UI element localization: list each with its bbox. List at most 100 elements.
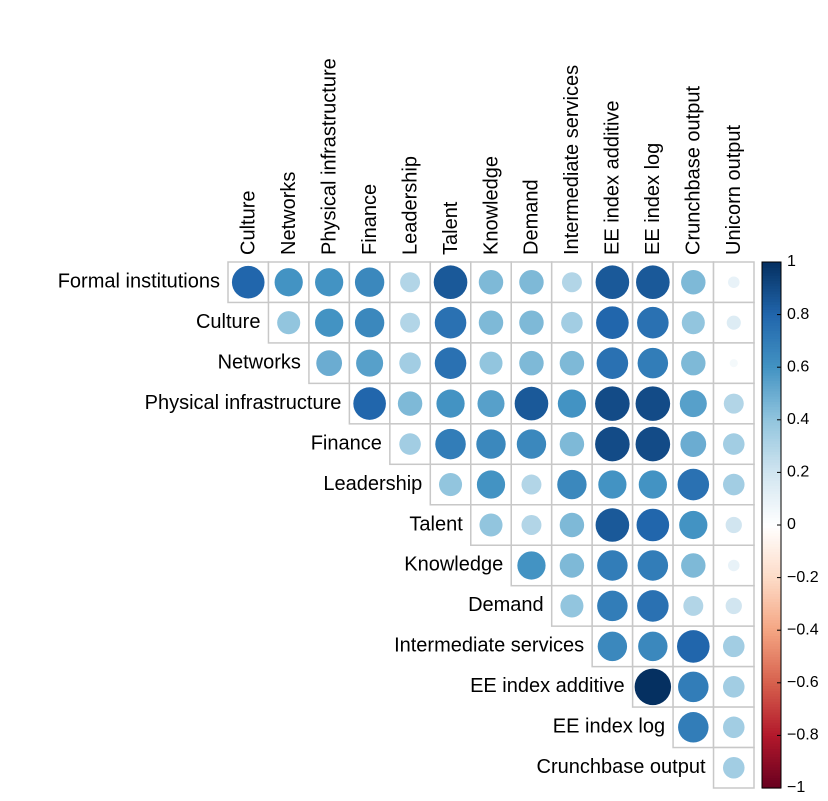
colorbar-segment [762, 669, 781, 673]
colorbar-segment [762, 693, 781, 697]
colorbar-segment [762, 293, 781, 297]
colorbar-segment [762, 585, 781, 589]
colorbar-segment [762, 451, 781, 455]
row-label: Culture [196, 311, 260, 333]
colorbar-segment [762, 661, 781, 665]
correlation-circle [725, 516, 742, 534]
colorbar-segment [762, 630, 781, 634]
colorbar-segment [762, 340, 781, 345]
correlation-circle [680, 431, 707, 457]
colorbar-segment [762, 348, 781, 353]
colorbar-segment [762, 346, 781, 350]
colorbar-segment [762, 267, 781, 271]
colorbar-segment [762, 414, 781, 418]
colorbar-segment [762, 785, 781, 789]
colorbar-segment [762, 532, 781, 537]
correlation-circle [637, 550, 669, 581]
colorbar-segment [762, 738, 781, 742]
colorbar-segment [762, 601, 781, 605]
correlation-circle [476, 429, 506, 459]
colorbar-segment [762, 672, 781, 676]
colorbar-segment [762, 503, 781, 508]
correlation-circle [557, 469, 587, 500]
correlation-circle [595, 265, 630, 300]
colorbar-segment [762, 393, 781, 397]
colorbar-segment [762, 438, 781, 442]
correlation-circle [521, 515, 542, 535]
colorbar-segment [762, 603, 781, 608]
colorbar-tick-label: −0.2 [787, 569, 819, 586]
colorbar-segment [762, 716, 781, 721]
colorbar-segment [762, 425, 781, 429]
correlation-circle [519, 270, 544, 295]
colorbar-segment [762, 690, 781, 694]
colorbar-segment [762, 482, 781, 487]
row-label: Networks [218, 351, 301, 373]
colorbar-segment [762, 572, 781, 576]
colorbar-segment [762, 517, 781, 521]
colorbar-segment [762, 419, 781, 424]
cell [510, 261, 553, 304]
colorbar-segment [762, 359, 781, 363]
row-label: Leadership [323, 473, 422, 495]
correlation-circle [722, 676, 745, 698]
colorbar-segment [762, 304, 781, 308]
colorbar-segment [762, 409, 781, 413]
colorbar-segment [762, 745, 781, 750]
colorbar-segment [762, 727, 781, 731]
colorbar-segment [762, 622, 781, 626]
colorbar-segment [762, 283, 781, 287]
colorbar-segment [762, 325, 781, 329]
correlation-circle [479, 513, 503, 537]
colorbar-tick-label: −1 [787, 779, 805, 796]
colorbar-segment [762, 498, 781, 502]
colorbar-segment [762, 614, 781, 618]
colorbar-segment [762, 330, 781, 334]
colorbar-segment [762, 688, 781, 692]
colorbar-segment [762, 656, 781, 660]
colorbar-segment [762, 677, 781, 681]
colorbar-segment [762, 556, 781, 560]
column-label: Leadership [399, 156, 421, 255]
row-label: Demand [468, 594, 544, 616]
correlation-circle [678, 671, 709, 703]
colorbar-segment [762, 272, 781, 276]
colorbar-segment [762, 469, 781, 473]
correlation-circle [637, 347, 669, 379]
row-label: EE index additive [470, 675, 625, 697]
colorbar-segment [762, 333, 781, 337]
colorbar-segment [762, 638, 781, 642]
correlation-circle [557, 389, 587, 418]
correlation-circle [635, 386, 671, 421]
colorbar-segment [762, 632, 781, 637]
colorbar-segment [762, 540, 781, 545]
colorbar-segment [762, 364, 781, 368]
correlation-circle [277, 311, 301, 335]
colorbar-segment [762, 519, 781, 523]
correlation-circle [636, 265, 670, 300]
colorbar-segment [762, 335, 781, 339]
colorbar-segment [762, 759, 781, 763]
colorbar-segment [762, 354, 781, 358]
correlation-circle [434, 306, 467, 339]
correlation-circle [598, 470, 627, 499]
colorbar-segment [762, 761, 781, 765]
colorbar-segment [762, 756, 781, 760]
colorbar-segment [762, 485, 781, 489]
colorbar-tick-label: 0.2 [787, 464, 809, 481]
correlation-circle [722, 716, 745, 739]
correlation-circle [399, 433, 421, 455]
colorbar-tick-label: 0.8 [787, 306, 809, 323]
colorbar-segment [762, 288, 781, 292]
correlation-circle [679, 390, 707, 418]
colorbar-segment [762, 698, 781, 702]
colorbar-segment [762, 659, 781, 663]
correlation-circle [728, 276, 740, 288]
column-label: Crunchbase output [683, 86, 705, 255]
colorbar-segment [762, 317, 781, 321]
colorbar-segment [762, 667, 781, 671]
colorbar-segment [762, 506, 781, 510]
correlation-circle [439, 473, 463, 497]
